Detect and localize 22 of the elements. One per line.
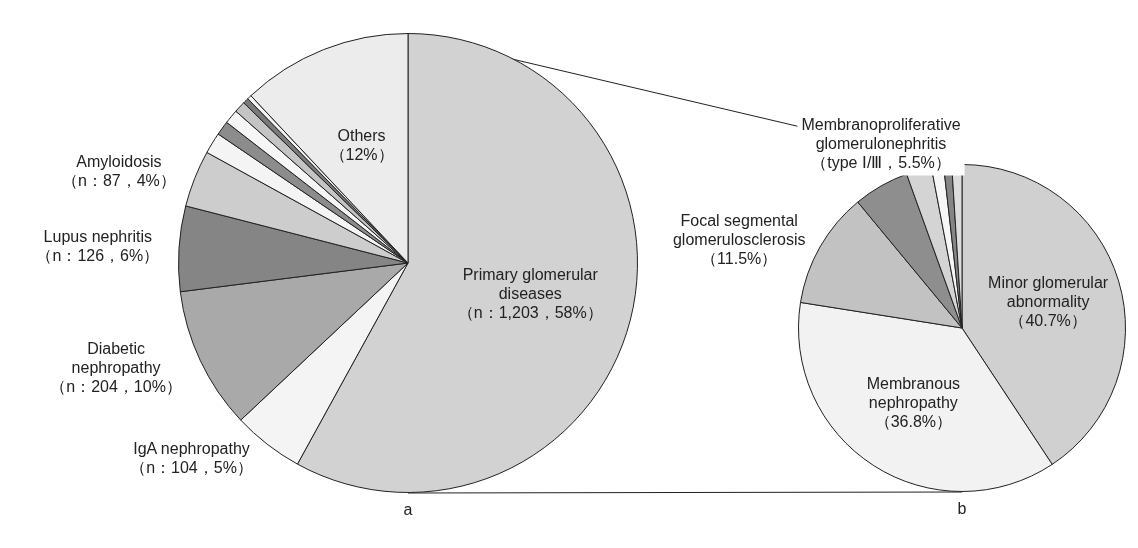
slice-label: Minor glomerular abnormality [988,273,1109,310]
data-label: （36.8%） [874,413,953,431]
data-label: （type Ⅰ/Ⅲ，5.5%） [811,154,951,172]
slice-label: Primary glomerular diseases [462,265,599,302]
data-label: （n：204，10%） [50,377,182,395]
text: a [403,500,413,518]
slice-label: IgA nephropathy [133,439,250,457]
data-label: （n：1,203，58%） [457,303,603,321]
slice-label: Lupus nephritis [43,228,153,246]
slice-label: Diabetic nephropathy [71,339,161,376]
slice-label: Amyloidosis [76,152,162,170]
data-label: （n：87，4%） [61,171,176,189]
slice-label: Focal segmental glomerulosclerosis [672,211,806,248]
text: b [957,499,967,517]
slice-label: Others [337,126,386,144]
data-label: （n：104，5%） [130,458,253,476]
data-label: （40.7%） [1009,311,1087,329]
data-label: （n：126，6%） [36,247,160,265]
data-label: （11.5%） [701,249,778,267]
slice-label: Membranoproliferative glomerulonephritis [801,116,961,153]
slice-label: Membranous nephropathy [866,375,961,412]
data-label: （12%） [329,145,394,163]
